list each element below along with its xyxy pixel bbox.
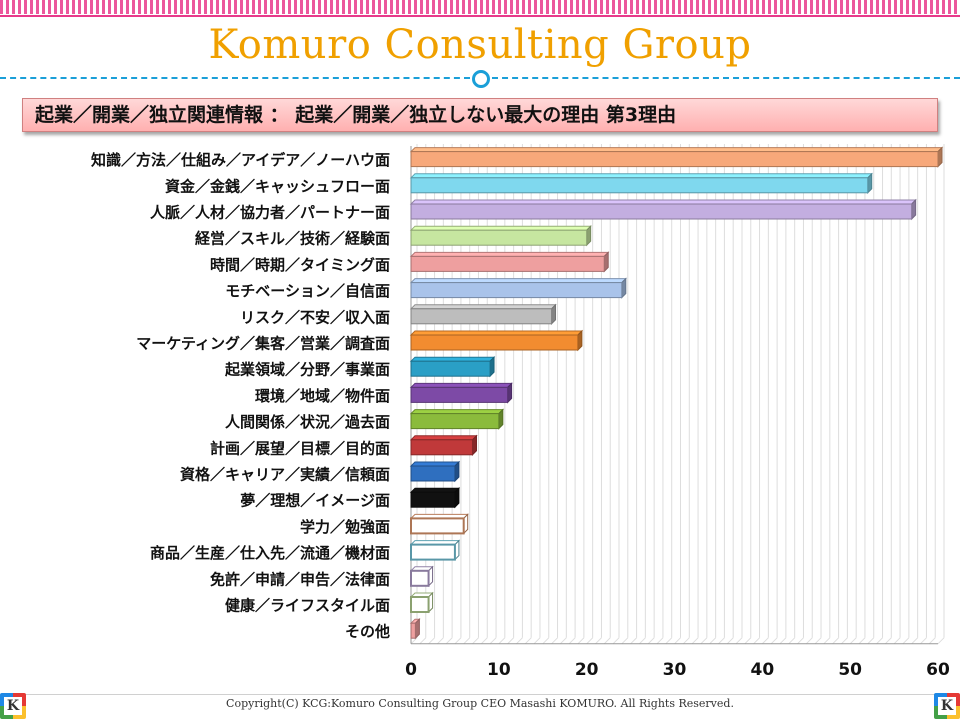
category-label: 免許／申請／申告／法律面 (210, 570, 390, 588)
x-tick-label: 50 (838, 660, 862, 680)
top-decorative-band (0, 0, 960, 14)
bar (409, 486, 461, 509)
category-label: 人脈／人材／協力者／パートナー面 (150, 204, 390, 222)
bar (409, 434, 478, 457)
category-label: モチベーション／自信面 (225, 282, 390, 300)
copyright-text: Copyright(C) KCG:Komuro Consulting Group… (226, 697, 734, 710)
category-label: 学力／勉強面 (300, 518, 390, 536)
bar (409, 303, 557, 326)
category-label: 知識／方法／仕組み／アイデア／ノーハウ面 (91, 151, 390, 169)
kcg-logo-left: K (0, 693, 26, 719)
bar (409, 146, 944, 168)
bar (409, 513, 469, 535)
slide-subtitle: 起業／開業／独立関連情報 ： 起業／開業／独立しない最大の理由 第3理由 (22, 98, 938, 132)
category-label: マーケティング／集客／営業／調査面 (136, 335, 390, 353)
bar (409, 277, 628, 299)
category-label: 人間関係／状況／過去面 (225, 413, 390, 431)
bar (409, 198, 917, 221)
x-tick-label: 20 (575, 660, 599, 680)
category-label: 資格／キャリア／実績／信頼面 (180, 466, 390, 484)
x-tick-label: 10 (487, 660, 511, 680)
ring-ornament (472, 70, 490, 88)
bar (409, 591, 434, 614)
bar (409, 382, 513, 404)
top-divider (0, 15, 960, 17)
bar (409, 565, 434, 588)
bar (409, 251, 610, 273)
dashed-divider-right (492, 77, 960, 79)
bar (409, 617, 421, 640)
category-label: 夢／理想／イメージ面 (240, 492, 390, 510)
bar (409, 224, 592, 247)
category-label: 健康／ライフスタイル面 (225, 597, 390, 615)
footer-divider (0, 694, 960, 695)
x-tick-label: 30 (663, 660, 687, 680)
bar (409, 539, 461, 561)
bar (409, 460, 461, 483)
dashed-divider-left (0, 77, 470, 79)
category-label: 時間／時期／タイミング面 (210, 256, 390, 274)
brand-title: Komuro Consulting Group (208, 22, 752, 68)
bar (409, 408, 505, 430)
category-label: その他 (345, 623, 390, 641)
x-tick-label: 40 (750, 660, 774, 680)
category-label: 商品／生産／仕入先／流通／機材面 (150, 544, 390, 562)
category-label: 環境／地域／物件面 (255, 387, 390, 405)
x-tick-label: 60 (926, 660, 950, 680)
category-label: 資金／金銭／キャッシュフロー面 (165, 177, 390, 195)
bar (409, 329, 584, 352)
bar (409, 172, 873, 195)
x-tick-label: 0 (405, 660, 417, 680)
bar-chart: 知識／方法／仕組み／アイデア／ノーハウ面資金／金銭／キャッシュフロー面人脈／人材… (91, 144, 950, 680)
category-label: 起業領域／分野／事業面 (224, 361, 390, 379)
category-label: 経営／スキル／技術／経験面 (195, 230, 390, 248)
category-label: リスク／不安／収入面 (240, 308, 390, 326)
category-label: 計画／展望／目標／目的面 (210, 439, 390, 457)
bar (409, 355, 496, 378)
kcg-logo-right: K (934, 693, 960, 719)
